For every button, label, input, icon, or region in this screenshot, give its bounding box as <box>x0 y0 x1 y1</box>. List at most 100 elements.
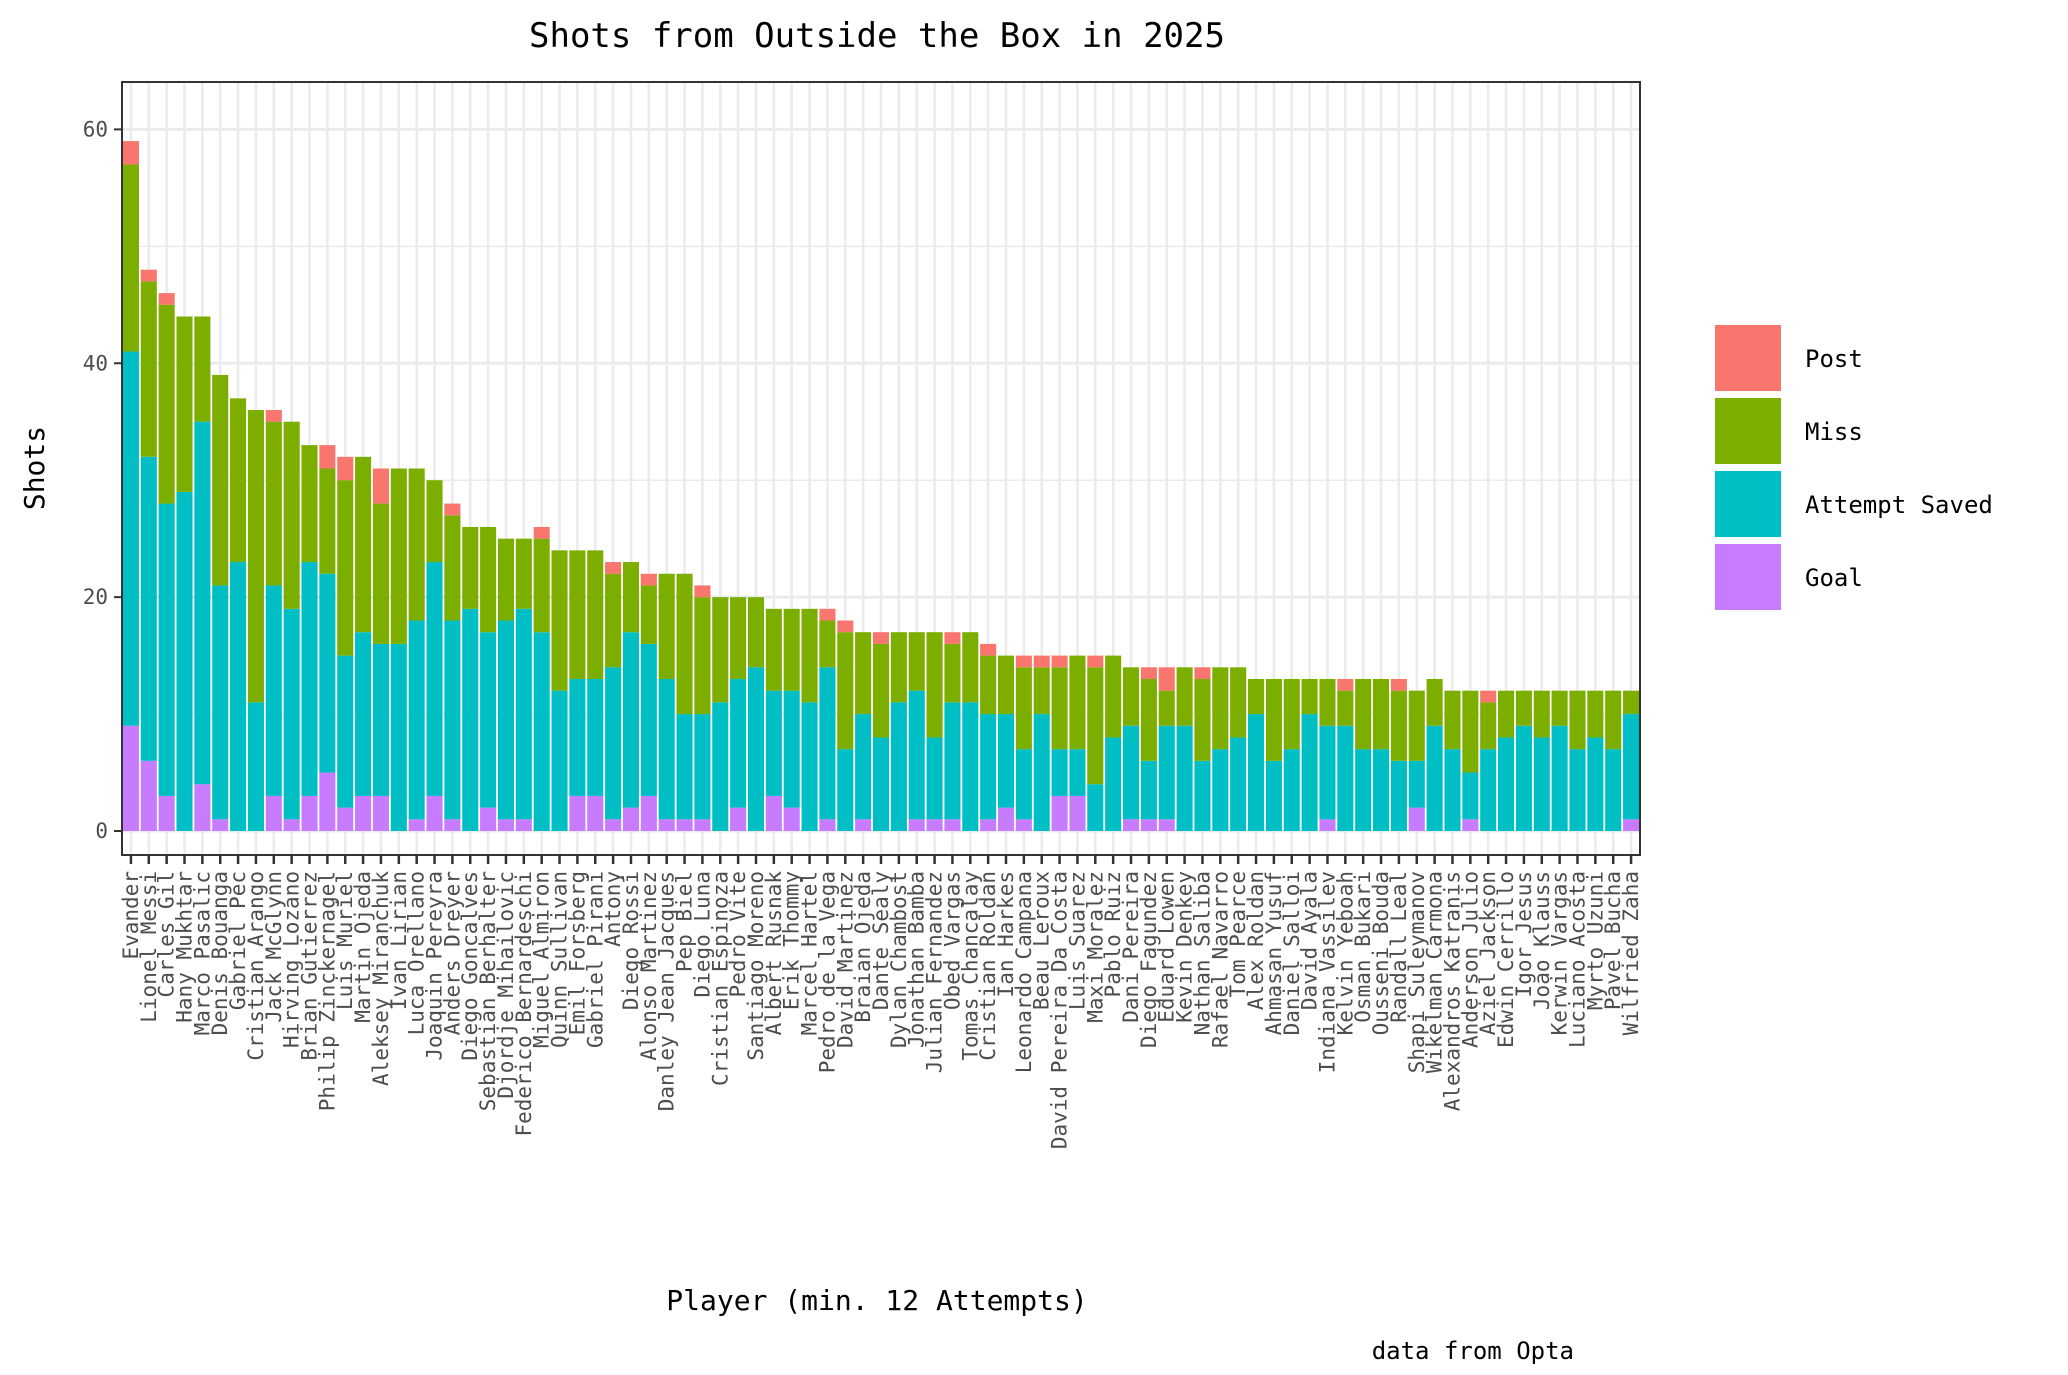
x-tick-label: Diego Rossi <box>619 871 643 1010</box>
bar-segment-attempt-saved <box>426 562 443 796</box>
x-tick-label: Gabriel Pec <box>226 871 250 1010</box>
bar-segment-attempt-saved <box>247 702 264 831</box>
bar-segment-miss <box>1337 690 1354 726</box>
bar-segment-goal <box>765 795 782 831</box>
bar-segment-post <box>1158 667 1175 691</box>
bar-segment-goal <box>730 807 747 831</box>
bar-segment-goal <box>337 807 354 831</box>
bar-segment-miss <box>444 515 461 621</box>
x-tick-label: Luis Muriel <box>333 871 357 1010</box>
bar-segment-miss <box>1355 678 1372 750</box>
bar-segment-attempt-saved <box>1498 737 1515 831</box>
bar-segment-post <box>694 585 711 598</box>
bar-segment-miss <box>819 620 836 668</box>
x-tick-label: Philip Zinckernagel <box>315 871 339 1111</box>
bar-segment-goal <box>355 795 372 831</box>
bar-segment-attempt-saved <box>122 351 139 726</box>
bar-segment-miss <box>230 398 247 563</box>
bar-segment-post <box>872 632 890 644</box>
bar-segment-attempt-saved <box>605 667 622 820</box>
x-tick-label: Maxi Moralez <box>1083 871 1107 1023</box>
bar-segment-miss <box>265 421 282 586</box>
bar-segment-attempt-saved <box>1140 760 1157 820</box>
x-tick-label: Marco Pasalic <box>190 871 214 1035</box>
bar-segment-attempt-saved <box>962 702 979 831</box>
bar-segment-miss <box>1265 678 1282 761</box>
bar-segment-miss <box>1569 690 1586 750</box>
x-tick-label: Martin Ojeda <box>351 871 375 1023</box>
bar-segment-goal <box>908 819 925 831</box>
x-tick-label: Nathan Saliba <box>1190 871 1214 1035</box>
legend-key-attempt-saved <box>1715 471 1781 537</box>
bar-segment-goal <box>658 819 675 831</box>
bar-segment-attempt-saved <box>640 643 657 796</box>
bar-segment-attempt-saved <box>355 632 372 796</box>
x-tick-label: Brian Gutierrez <box>298 871 322 1061</box>
bar-segment-miss <box>1390 690 1407 761</box>
bar-segment-miss <box>1140 678 1157 761</box>
bar-segment-attempt-saved <box>1319 725 1336 820</box>
x-tick-label: Eduard Lowen <box>1155 871 1179 1023</box>
bar-segment-post <box>265 410 282 422</box>
bar-segment-miss <box>551 550 568 691</box>
bar-segment-attempt-saved <box>1408 760 1425 808</box>
bar-segment-goal <box>569 795 586 831</box>
bar-segment-miss <box>855 632 872 715</box>
bar-segment-attempt-saved <box>1194 760 1211 831</box>
x-tick-label: Daniel Salloi <box>1280 871 1304 1035</box>
bar-segment-goal <box>694 819 711 831</box>
bar-segment-attempt-saved <box>408 620 425 820</box>
bar-segment-miss <box>1319 678 1336 726</box>
bar-segment-miss <box>658 573 675 679</box>
x-tick-label: David Ayala <box>1298 871 1322 1010</box>
bar-segment-goal <box>408 819 425 831</box>
bar-segment-goal <box>676 819 693 831</box>
bar-segment-attempt-saved <box>194 421 211 785</box>
bar-segment-attempt-saved <box>390 643 407 831</box>
x-tick-label: Shapi Suleymanov <box>1405 871 1429 1073</box>
bar-segment-miss <box>337 480 354 656</box>
x-tick-label: Wilfried Zaha <box>1619 871 1643 1035</box>
y-tick-label: 60 <box>83 117 108 141</box>
x-tick-label: Ousseni Bouda <box>1369 871 1393 1035</box>
bar-segment-attempt-saved <box>765 690 782 796</box>
bar-segment-goal <box>319 772 336 831</box>
bar-segment-miss <box>247 410 264 703</box>
bar-segment-miss <box>515 538 532 609</box>
x-tick-label: Dani Pereira <box>1119 871 1143 1023</box>
bar-segment-goal <box>1140 819 1157 831</box>
bar-segment-miss <box>158 304 175 504</box>
x-tick-label: Danley Jean Jacques <box>655 871 679 1111</box>
x-tick-label: Emil Forsberg <box>565 871 589 1035</box>
bar-segment-miss <box>533 538 550 633</box>
bar-segment-attempt-saved <box>783 690 800 808</box>
bar-segment-goal <box>1069 795 1086 831</box>
bar-segment-post <box>140 269 157 282</box>
x-tick-label: Cristian Arango <box>244 871 268 1061</box>
bar-segment-post <box>1015 655 1032 668</box>
x-tick-label: Kevin Denkey <box>1173 871 1197 1023</box>
x-tick-label: Aziel Jackson <box>1476 871 1500 1035</box>
bar-segment-attempt-saved <box>837 749 854 831</box>
bar-segment-miss <box>980 655 997 715</box>
legend-label: Attempt Saved <box>1805 491 1993 519</box>
x-tick-label: Pedro de la Vega <box>815 871 839 1073</box>
bar-segment-goal <box>194 784 211 831</box>
bar-segment-miss <box>1498 690 1515 738</box>
bar-segment-miss <box>1176 667 1193 726</box>
bar-segment-attempt-saved <box>1301 714 1318 831</box>
bar-segment-goal <box>480 807 497 831</box>
bar-segment-attempt-saved <box>676 714 693 820</box>
x-tick-label: Joaquin Pereyra <box>423 871 447 1061</box>
x-axis-title: Player (min. 12 Attempts) <box>666 1284 1087 1317</box>
bar-segment-attempt-saved <box>712 702 729 831</box>
x-tick-label: Kerwin Vargas <box>1548 871 1572 1035</box>
x-tick-label: Ahmasan Yusuf <box>1262 871 1286 1035</box>
bar-segment-attempt-saved <box>1355 749 1372 831</box>
bar-segment-attempt-saved <box>944 702 961 820</box>
bar-segment-attempt-saved <box>1426 725 1443 831</box>
bar-segment-miss <box>1122 667 1140 726</box>
x-tick-label: Hany Mukhtar <box>173 871 197 1023</box>
bar-segment-miss <box>426 480 443 563</box>
